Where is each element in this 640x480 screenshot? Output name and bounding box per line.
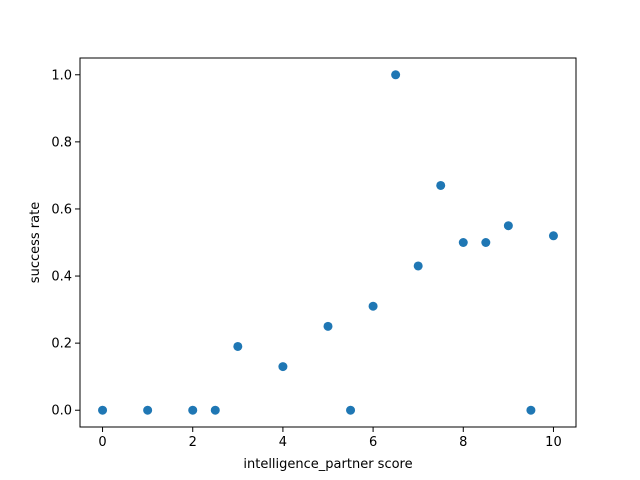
y-tick-label: 1.0	[51, 68, 72, 83]
y-tick-label: 0.0	[51, 404, 72, 419]
data-point	[143, 405, 153, 415]
y-axis-label: success rate	[28, 202, 43, 283]
y-tick-label: 0.6	[51, 202, 72, 217]
x-tick-label: 8	[459, 435, 467, 450]
y-tick-label: 0.4	[51, 270, 72, 285]
x-tick-label: 10	[545, 435, 562, 450]
data-point	[233, 341, 243, 351]
data-point	[323, 321, 333, 331]
data-point	[188, 405, 198, 415]
data-point	[436, 180, 446, 190]
x-tick-label: 0	[98, 435, 106, 450]
data-point	[526, 405, 536, 415]
points-layer	[98, 70, 558, 415]
data-point	[98, 405, 108, 415]
plot-frame	[79, 57, 577, 428]
data-point	[503, 221, 513, 231]
y-axis-ticks: 0.0 0.2 0.4 0.6 0.8 1.0	[51, 68, 80, 419]
x-tick-label: 2	[189, 435, 197, 450]
data-point	[481, 238, 491, 247]
x-tick-label: 6	[369, 435, 377, 450]
x-axis-ticks: 0 2 4 6 8 10	[98, 427, 562, 450]
data-point	[346, 405, 356, 415]
data-point	[210, 405, 220, 415]
data-point	[548, 231, 558, 241]
data-point	[368, 301, 378, 311]
data-point	[278, 362, 288, 372]
x-axis-label: intelligence_partner score	[243, 457, 412, 472]
y-tick-label: 0.2	[51, 337, 72, 352]
y-tick-label: 0.8	[51, 135, 72, 150]
data-point	[458, 238, 468, 247]
x-tick-label: 4	[279, 435, 287, 450]
data-point	[413, 261, 423, 271]
data-point	[391, 70, 401, 80]
